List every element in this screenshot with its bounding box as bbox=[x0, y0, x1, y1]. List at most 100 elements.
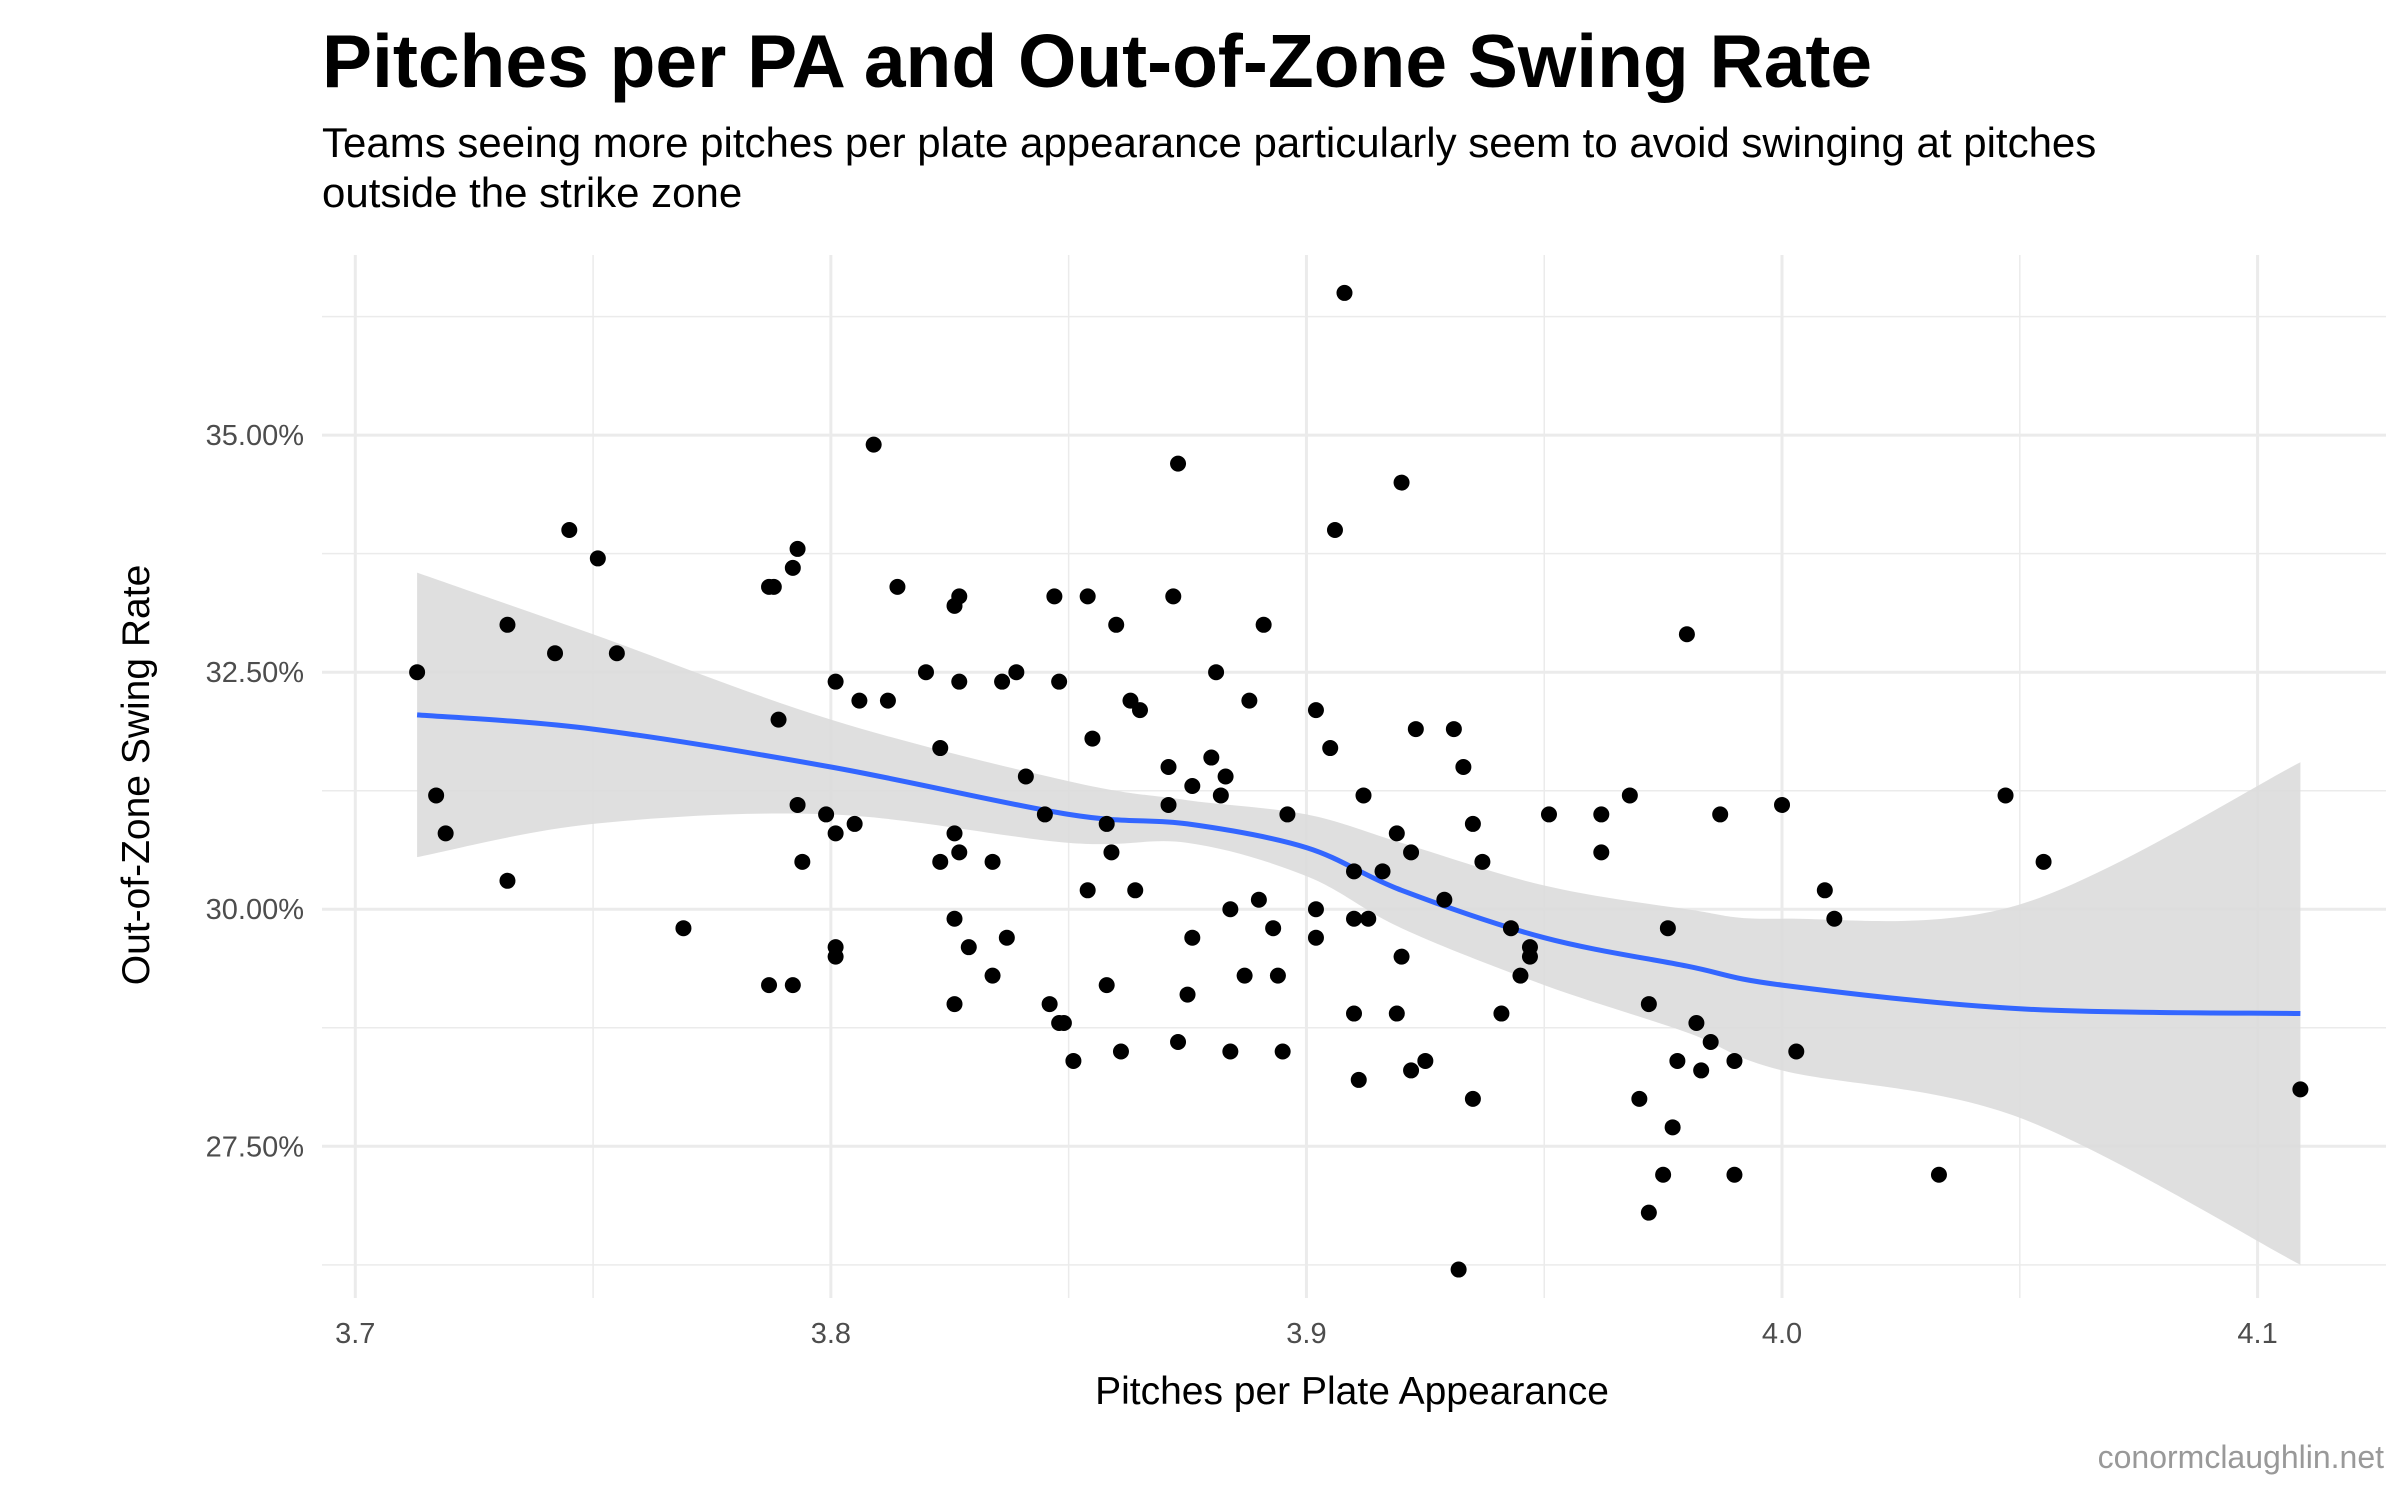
data-point bbox=[1388, 1005, 1405, 1022]
data-point bbox=[1997, 787, 2014, 804]
data-point bbox=[1593, 844, 1610, 861]
data-point bbox=[984, 853, 1001, 870]
data-point bbox=[1236, 967, 1253, 984]
data-point bbox=[951, 844, 968, 861]
x-axis-title: Pitches per Plate Appearance bbox=[1095, 1370, 1609, 1413]
data-point bbox=[1160, 759, 1177, 776]
data-point bbox=[761, 977, 778, 994]
data-point bbox=[1640, 1204, 1657, 1221]
data-point bbox=[1274, 1043, 1291, 1060]
data-point bbox=[1222, 1043, 1239, 1060]
data-point bbox=[547, 645, 564, 662]
data-point bbox=[1669, 1052, 1686, 1069]
data-point bbox=[1726, 1166, 1743, 1183]
data-point bbox=[1621, 787, 1638, 804]
data-point bbox=[784, 559, 801, 576]
data-point bbox=[1217, 768, 1234, 785]
data-point bbox=[1702, 1033, 1719, 1050]
data-point bbox=[1403, 1062, 1420, 1079]
chart-subtitle: Teams seeing more pitches per plate appe… bbox=[322, 119, 2097, 216]
data-point bbox=[1255, 616, 1272, 633]
data-point bbox=[1160, 796, 1177, 813]
data-point bbox=[1374, 863, 1391, 880]
data-point bbox=[765, 578, 782, 595]
data-point bbox=[1065, 1052, 1082, 1069]
data-point bbox=[827, 673, 844, 690]
data-point bbox=[818, 806, 835, 823]
data-point bbox=[1208, 664, 1225, 681]
data-point bbox=[1131, 702, 1148, 719]
data-point bbox=[1112, 1043, 1129, 1060]
data-point bbox=[1712, 806, 1729, 823]
data-point bbox=[1046, 588, 1063, 605]
data-point bbox=[675, 920, 692, 937]
data-point bbox=[984, 967, 1001, 984]
confidence-band-layer bbox=[417, 572, 2301, 1265]
data-point bbox=[889, 578, 906, 595]
data-point bbox=[1474, 853, 1491, 870]
x-tick-label: 3.9 bbox=[1286, 1318, 1326, 1350]
data-point bbox=[1393, 948, 1410, 965]
x-tick-label: 4.0 bbox=[1762, 1318, 1802, 1350]
data-point bbox=[1055, 1015, 1072, 1032]
data-point bbox=[827, 948, 844, 965]
data-point bbox=[770, 711, 787, 728]
data-point bbox=[1726, 1052, 1743, 1069]
x-tick-label: 4.1 bbox=[2237, 1318, 2277, 1350]
data-point bbox=[1659, 920, 1676, 937]
data-point bbox=[994, 673, 1011, 690]
data-point bbox=[561, 521, 578, 538]
data-point bbox=[960, 939, 977, 956]
data-point bbox=[1079, 882, 1096, 899]
chart-title: Pitches per PA and Out-of-Zone Swing Rat… bbox=[322, 19, 1873, 103]
data-point bbox=[1593, 806, 1610, 823]
data-point bbox=[1455, 759, 1472, 776]
data-points bbox=[409, 284, 2309, 1278]
data-point bbox=[1346, 863, 1362, 880]
data-point bbox=[1640, 996, 1657, 1013]
data-point bbox=[1170, 1033, 1187, 1050]
data-point bbox=[1051, 673, 1068, 690]
data-point bbox=[1816, 882, 1833, 899]
data-point bbox=[1664, 1119, 1681, 1136]
data-point bbox=[1360, 910, 1377, 927]
data-point bbox=[851, 692, 868, 709]
data-point bbox=[589, 550, 606, 567]
data-point bbox=[932, 853, 949, 870]
data-point bbox=[865, 436, 882, 453]
y-tick-label: 30.00% bbox=[206, 894, 304, 926]
data-point bbox=[1322, 740, 1339, 757]
data-point bbox=[946, 910, 963, 927]
data-point bbox=[1212, 787, 1229, 804]
data-point bbox=[932, 740, 949, 757]
data-point bbox=[499, 616, 516, 633]
data-point bbox=[1336, 284, 1353, 301]
data-point bbox=[1179, 986, 1196, 1003]
data-point bbox=[1165, 588, 1182, 605]
caption: conormclaughlin.net bbox=[2098, 1439, 2385, 1475]
x-tick-label: 3.7 bbox=[335, 1318, 375, 1350]
data-point bbox=[1307, 901, 1324, 918]
data-point bbox=[1279, 806, 1296, 823]
data-point bbox=[1084, 730, 1101, 747]
data-point bbox=[1184, 929, 1201, 946]
data-point bbox=[1521, 948, 1538, 965]
data-point bbox=[784, 977, 801, 994]
data-point bbox=[499, 872, 516, 889]
x-tick-label: 3.8 bbox=[811, 1318, 851, 1350]
data-point bbox=[1678, 626, 1695, 643]
data-point bbox=[1774, 796, 1791, 813]
data-point bbox=[428, 787, 445, 804]
data-point bbox=[1512, 967, 1529, 984]
tick-labels: 3.7 3.8 3.9 4.0 4.1 27.50% 30.00% 32.50% 35.00% bbox=[206, 420, 2278, 1350]
data-point bbox=[1403, 844, 1420, 861]
data-point bbox=[946, 825, 963, 842]
data-point bbox=[1250, 891, 1267, 908]
y-axis-title: Out-of-Zone Swing Rate bbox=[115, 565, 158, 986]
data-point bbox=[1222, 901, 1239, 918]
data-point bbox=[1346, 910, 1362, 927]
data-point bbox=[789, 540, 806, 557]
data-point bbox=[1203, 749, 1220, 766]
y-tick-label: 35.00% bbox=[206, 420, 304, 452]
